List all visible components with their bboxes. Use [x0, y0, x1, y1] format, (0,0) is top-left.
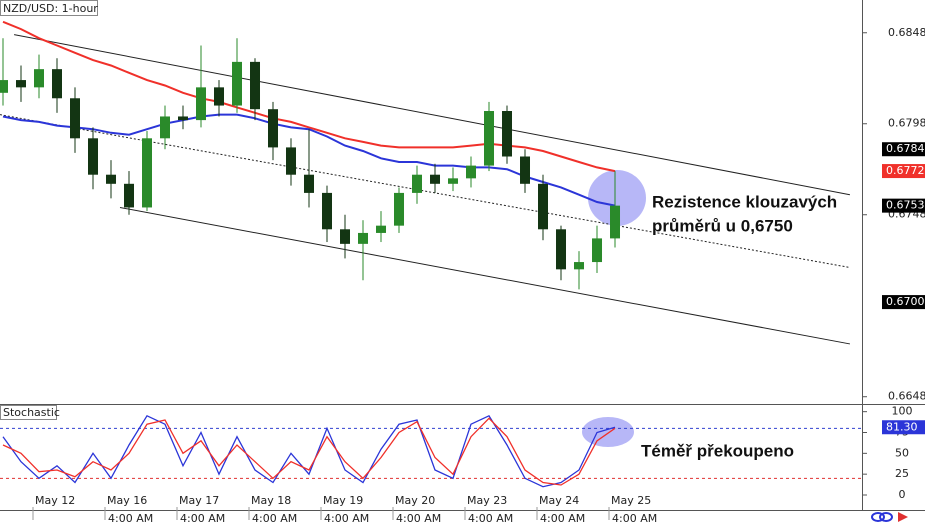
candle-body: [70, 98, 81, 139]
highlight-circle: [588, 170, 646, 226]
moving-average: [2, 113, 616, 207]
annotation: Rezistence klouzavých: [652, 192, 837, 211]
candle-body: [0, 80, 9, 93]
x-time-label: 4:00 AM: [324, 512, 369, 525]
candle-body: [538, 183, 549, 230]
x-tick-label: May 19: [323, 494, 363, 507]
candle-body: [610, 205, 621, 239]
candle-body: [52, 69, 63, 99]
candle-body: [358, 232, 369, 244]
value-marker: [882, 420, 925, 435]
value-marker-label: 81.30: [886, 420, 918, 433]
x-tick-label: May 12: [35, 494, 75, 507]
y-tick-label: 50: [895, 446, 909, 459]
candle-body: [250, 61, 261, 110]
x-tick-label: May 17: [179, 494, 219, 507]
x-tick-label: May 24: [539, 494, 579, 507]
line-series: [2, 414, 616, 488]
x-time-label: 4:00 AM: [468, 512, 513, 525]
x-tick-label: May 25: [611, 494, 651, 507]
x-time-label: 4:00 AM: [180, 512, 225, 525]
annotation: Téměř překoupeno: [641, 441, 794, 460]
y-tick-label: 25: [895, 467, 909, 480]
candle-body: [394, 192, 405, 226]
candle-body: [340, 229, 351, 244]
x-tick-label: May 18: [251, 494, 291, 507]
candle-body: [124, 183, 135, 208]
price-marker: [882, 142, 925, 157]
link-icon[interactable]: [871, 512, 885, 522]
candle-body: [196, 87, 207, 121]
x-tick-label: May 23: [467, 494, 507, 507]
candle-body: [484, 111, 495, 166]
indicator-title: Stochastic: [3, 406, 60, 419]
link-icon[interactable]: [879, 512, 893, 522]
candle-body: [376, 225, 387, 233]
y-tick-label: 100: [892, 405, 913, 418]
candle-body: [160, 116, 171, 139]
chart-title: NZD/USD: 1-hour: [3, 2, 98, 15]
price-marker-label: 0.6772: [886, 164, 925, 177]
candle-body: [142, 138, 153, 208]
candle-body: [88, 138, 99, 175]
toolbar-icons[interactable]: [871, 512, 908, 522]
trendline: [119, 206, 851, 345]
y-tick-label: 0.6648: [888, 390, 925, 403]
price-marker-label: 0.6753: [886, 199, 925, 212]
price-marker: [882, 295, 925, 310]
arrow-icon[interactable]: [898, 512, 908, 522]
annotation: průměrů u 0,6750: [652, 216, 793, 235]
y-tick-label: 0.6798: [888, 117, 925, 130]
x-tick-label: May 16: [107, 494, 147, 507]
candle-body: [502, 111, 513, 157]
candle-body: [520, 156, 531, 184]
x-time-label: 4:00 AM: [252, 512, 297, 525]
price-marker: [882, 198, 925, 213]
x-time-label: 4:00 AM: [396, 512, 441, 525]
candle-body: [268, 109, 279, 148]
price-marker-label: 0.6784: [886, 142, 925, 155]
candle-body: [448, 178, 459, 184]
x-tick-label: May 20: [395, 494, 435, 507]
y-tick-label: 0: [899, 488, 906, 501]
candle-body: [232, 61, 243, 106]
candle-body: [556, 229, 567, 270]
x-time-label: 4:00 AM: [540, 512, 585, 525]
x-time-label: 4:00 AM: [612, 512, 657, 525]
price-marker-label: 0.6700: [886, 295, 925, 308]
highlight-ellipse: [582, 417, 634, 447]
title-box: [0, 0, 98, 16]
y-tick-label: 0.6848: [888, 26, 925, 39]
candle-body: [304, 174, 315, 193]
candle-body: [286, 147, 297, 175]
candle-body: [16, 80, 27, 88]
candle-body: [214, 87, 225, 106]
candle-body: [592, 238, 603, 263]
candle-body: [412, 174, 423, 193]
line-series: [2, 417, 616, 486]
candle-body: [178, 116, 189, 121]
trendline: [14, 34, 851, 196]
candle-body: [106, 174, 117, 184]
candle-body: [574, 262, 585, 270]
price-marker: [882, 164, 925, 179]
indicator-box: [0, 405, 57, 420]
candle-body: [466, 165, 477, 179]
candle-body: [430, 174, 441, 184]
candle-body: [322, 192, 333, 230]
candle-body: [34, 69, 45, 88]
x-time-label: 4:00 AM: [108, 512, 153, 525]
moving-average: [2, 20, 616, 173]
